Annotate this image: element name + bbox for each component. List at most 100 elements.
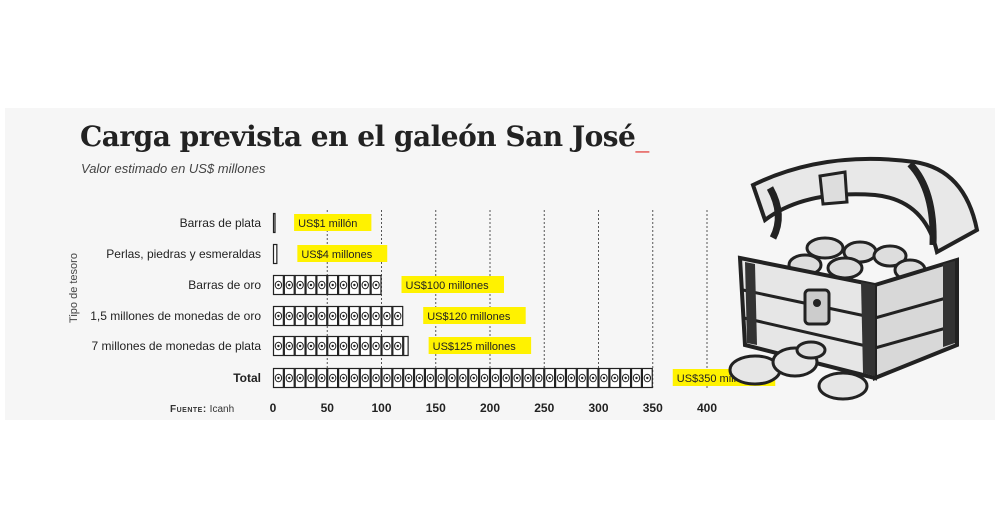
treasure-chest-illustration [728,156,980,401]
banknote-dot [396,314,399,318]
banknote-dot [396,376,399,380]
banknote-seal [285,280,293,290]
banknote-seal [567,373,576,383]
banknote-seal [328,373,337,383]
banknote-dot [320,314,324,318]
banknote-dot [646,376,649,380]
banknote-seal [470,373,478,383]
banknote-seal [296,373,304,383]
grid-lines [326,210,708,390]
banknote-dot [364,344,367,348]
data-label: US$4 millones [297,245,388,262]
banknote-dot [385,376,389,380]
category-label: Total [233,371,261,385]
banknote-seal [285,373,293,383]
banknote-dot [450,376,454,380]
bar [272,367,653,389]
banknote [272,243,278,265]
banknote-dot [342,314,345,318]
banknote-seal [318,373,326,383]
banknote-dot [374,344,378,348]
banknote-seal [296,341,304,351]
banknote-seal [296,280,304,290]
banknote [272,212,276,234]
banknote-dot [505,376,508,380]
banknote-dot [309,314,313,318]
banknote-seal [350,341,359,351]
banknote-seal [318,280,326,290]
data-label-text: US$120 millones [427,311,511,323]
category-label: 1,5 millones de monedas de oro [90,309,261,323]
banknote-dot [353,283,356,287]
banknote-dot [309,283,313,287]
banknote-seal [350,280,359,290]
data-label-bg [297,245,388,262]
chart-title: Carga prevista en el galeón San José_ [80,120,649,153]
banknote-seal [600,373,608,383]
banknote-seal [307,373,315,383]
banknote-dot [613,376,616,380]
title-cursor: _ [635,120,649,153]
banknote-dot [277,314,280,318]
bar [272,335,409,357]
category-label: Barras de plata [180,216,262,230]
banknote-dot [342,344,345,348]
banknote-dot [298,376,302,380]
banknote-seal [307,311,315,321]
banknote-seal [394,311,402,321]
banknote-dot [364,283,367,287]
banknote-dot [374,283,378,287]
banknote-seal [524,373,532,383]
banknote-seal [491,373,500,383]
data-label-text: US$100 millones [406,280,490,292]
source-value: Icanh [209,404,235,415]
chart-subtitle: Valor estimado en US$ millones [81,161,266,176]
banknote-dot [320,344,324,348]
banknote-seal [361,373,369,383]
category-label: Barras de oro [188,278,261,292]
banknote-dot [331,314,334,318]
banknote-dot [570,376,573,380]
banknote-dot [320,283,324,287]
banknote-dot [277,283,280,287]
banknote-dot [298,344,302,348]
banknote-dot [288,283,291,287]
banknote-seal [589,373,597,383]
source-note: Fuente: Icanh [170,404,234,415]
banknote-dot [288,376,291,380]
banknote-seal [339,373,348,383]
banknote-seal [502,373,510,383]
banknote-dot [559,376,562,380]
banknote-dot [418,376,421,380]
x-tick-label: 250 [534,401,554,415]
banknote-dot [309,376,313,380]
x-tick-label: 350 [643,401,663,415]
data-labels: US$1 millón US$4 millones US$100 millones U… [294,214,776,386]
banknote-seal [448,373,456,383]
banknote-dot [548,376,551,380]
banknote-dot [526,376,530,380]
data-label-bg [401,276,504,293]
banknote-seal [361,341,369,351]
banknote-seal [480,373,489,383]
banknote-seal [328,341,337,351]
banknote-seal [350,373,359,383]
banknote-dot [288,344,291,348]
data-label: US$100 millones [401,276,504,293]
banknote-seal [383,373,391,383]
data-label-text: US$125 millones [433,341,517,353]
banknote [403,335,409,357]
banknote-dot [364,376,367,380]
banknote-seal [383,311,391,321]
banknote-seal [426,373,435,383]
banknote-seal [274,280,283,290]
banknote-dot [331,376,334,380]
banknote-seal [394,373,402,383]
banknote-dot [483,376,486,380]
banknote-dot [331,344,334,348]
data-label-bg [423,307,526,324]
banknote-dot [494,376,497,380]
banknote-dot [298,314,302,318]
x-tick-label: 300 [588,401,608,415]
banknote-dot [591,376,595,380]
